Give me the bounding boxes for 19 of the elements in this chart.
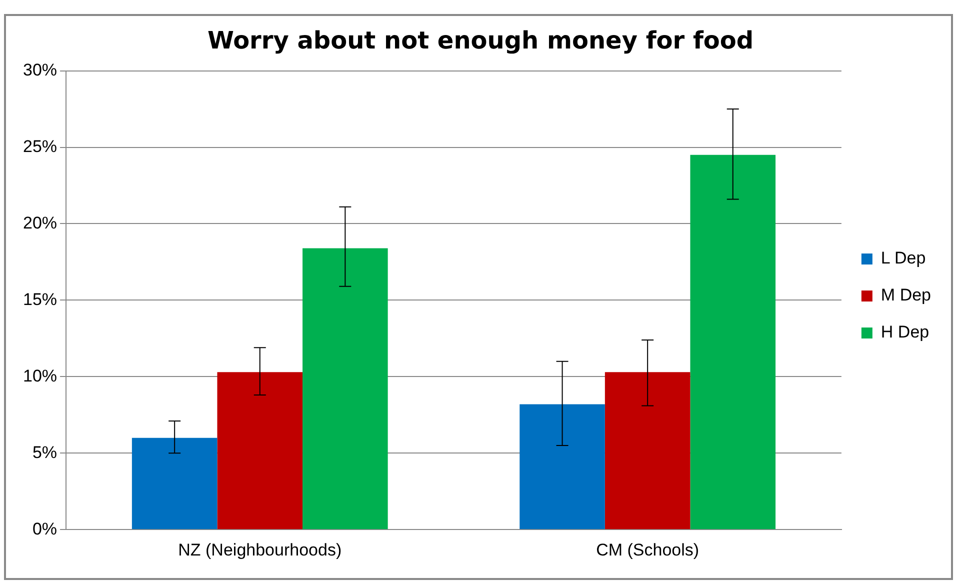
bar [217,372,303,530]
y-tick-label: 0% [32,519,58,538]
y-tick-label: 30% [22,60,58,80]
y-tick-label: 20% [22,213,58,232]
legend-label: M Dep [880,286,932,305]
legend-label: L Dep [880,248,926,268]
y-tick-label: 5% [32,442,58,462]
bar [302,248,388,530]
y-tick-label: 10% [22,366,58,386]
x-tick-label: CM (Schools) [596,540,700,560]
bar [604,372,690,530]
x-tick-label: NZ (Neighbourhoods) [178,540,342,560]
y-tick-label: 25% [22,136,58,156]
legend-label: H Dep [880,322,930,342]
bar [520,404,605,530]
bar [132,438,218,530]
bar [690,154,776,530]
y-tick-label: 15% [22,290,58,309]
chart-title: Worry about not enough money for food [207,26,754,55]
